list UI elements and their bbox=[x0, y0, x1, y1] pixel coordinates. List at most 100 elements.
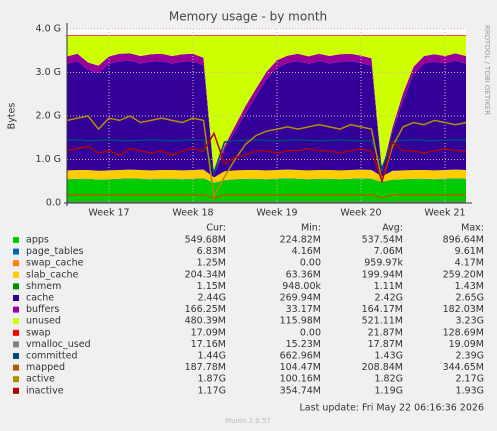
y-tick-label: 3.0 G bbox=[36, 67, 62, 78]
legend-stat: 4.17M bbox=[455, 258, 484, 269]
legend-swatch bbox=[13, 387, 19, 394]
legend-stat: 2.44G bbox=[197, 293, 226, 304]
legend-stat: 549.68M bbox=[185, 235, 226, 246]
line bbox=[66, 131, 466, 184]
area bbox=[67, 36, 466, 174]
legend-stat: 1.19G bbox=[374, 385, 403, 396]
y-tick-label: 4.0 G bbox=[36, 24, 62, 35]
legend-stat: 4.16M bbox=[292, 246, 321, 257]
x-tick-label: Week 21 bbox=[424, 208, 465, 219]
area bbox=[67, 178, 466, 183]
legend-stat: 164.17M bbox=[362, 304, 403, 315]
legend-label: cache bbox=[26, 293, 54, 304]
legend-stat: 1.25M bbox=[197, 258, 226, 269]
legend-stat: 224.82M bbox=[280, 235, 321, 246]
y-tick-label: 0.0 bbox=[46, 198, 61, 209]
legend-stat: 1.82G bbox=[374, 374, 403, 385]
legend-stat: 1.43M bbox=[455, 281, 484, 292]
legend-label: buffers bbox=[26, 304, 59, 315]
legend-stat: 0.00 bbox=[300, 258, 321, 269]
legend-stat: 1.44G bbox=[197, 351, 226, 362]
legend-label: committed bbox=[26, 351, 78, 362]
legend-swatch bbox=[13, 306, 19, 313]
legend-stat: 1.17G bbox=[197, 385, 226, 396]
area bbox=[67, 53, 466, 176]
line bbox=[66, 115, 467, 199]
legend-stat: 100.16M bbox=[280, 374, 321, 385]
legend-label: swap bbox=[26, 327, 51, 338]
legend-stat: 1.87G bbox=[197, 374, 226, 385]
legend-stat: 537.54M bbox=[362, 235, 403, 246]
line bbox=[66, 139, 467, 175]
x-tick-label: Week 17 bbox=[88, 208, 129, 219]
legend-stat: 2.39G bbox=[455, 351, 484, 362]
side-label: RRDTOOL / TOBI OETIKER bbox=[483, 25, 491, 115]
legend-label: active bbox=[26, 374, 55, 385]
x-tick-label: Week 20 bbox=[340, 208, 381, 219]
y-tick-label: 1.0 G bbox=[36, 154, 62, 165]
legend-swatch bbox=[13, 271, 19, 278]
legend-stat: 17.09M bbox=[191, 327, 226, 338]
x-tick-label: Week 19 bbox=[256, 208, 297, 219]
legend-stat: 959.97k bbox=[364, 258, 403, 269]
legend-swatch bbox=[13, 295, 19, 301]
legend-stat: 1.43G bbox=[374, 351, 403, 362]
legend-header: Min: bbox=[301, 223, 321, 234]
legend-stat: 21.87M bbox=[368, 327, 403, 338]
legend-label: apps bbox=[26, 235, 49, 246]
legend-stat: 948.00k bbox=[282, 281, 321, 292]
legend-stat: 204.34M bbox=[185, 269, 226, 280]
legend-stat: 344.65M bbox=[443, 362, 484, 373]
legend-stat: 480.39M bbox=[185, 316, 226, 327]
legend-stat: 7.06M bbox=[374, 246, 403, 257]
legend-stat: 128.69M bbox=[443, 327, 484, 338]
legend-stat: 3.23G bbox=[455, 316, 484, 327]
legend-stat: 354.74M bbox=[280, 385, 321, 396]
area bbox=[67, 35, 466, 36]
legend-swatch bbox=[13, 353, 19, 359]
legend-stat: 104.47M bbox=[280, 362, 321, 373]
legend-stat: 17.87M bbox=[368, 339, 403, 350]
legend-swatch bbox=[13, 318, 19, 325]
legend-stat: 19.09M bbox=[449, 339, 484, 350]
legend-label: swap_cache bbox=[26, 258, 84, 269]
legend-label: unused bbox=[26, 316, 61, 327]
legend-swatch bbox=[13, 341, 19, 348]
legend-stat: 115.98M bbox=[280, 316, 321, 327]
legend-label: mapped bbox=[26, 362, 65, 373]
legend-stat: 63.36M bbox=[286, 269, 321, 280]
legend-swatch bbox=[13, 376, 19, 383]
legend-stat: 2.42G bbox=[374, 293, 403, 304]
legend-label: shmem bbox=[26, 281, 61, 292]
area bbox=[67, 178, 466, 203]
last-update: Last update: Fri May 22 06:16:36 2026 bbox=[300, 403, 484, 414]
legend-swatch bbox=[13, 237, 19, 243]
legend-swatch bbox=[13, 364, 19, 371]
y-axis-label: Bytes bbox=[7, 103, 18, 130]
legend-stat: 1.93G bbox=[455, 385, 484, 396]
legend-label: page_tables bbox=[26, 246, 84, 257]
legend-header: Cur: bbox=[206, 223, 226, 234]
legend-stat: 182.03M bbox=[443, 304, 484, 315]
legend-stat: 259.20M bbox=[443, 269, 484, 280]
legend-stat: 521.11M bbox=[362, 316, 403, 327]
legend-swatch bbox=[13, 329, 19, 336]
legend-stat: 33.17M bbox=[286, 304, 321, 315]
legend-stat: 9.61M bbox=[455, 246, 484, 257]
x-tick-label: Week 18 bbox=[172, 208, 213, 219]
legend-stat: 1.15M bbox=[197, 281, 226, 292]
legend-swatch bbox=[13, 283, 19, 290]
chart-title: Memory usage - by month bbox=[169, 10, 327, 24]
legend-stat: 199.94M bbox=[362, 269, 403, 280]
legend-label: slab_cache bbox=[26, 269, 78, 280]
legend-stat: 166.25M bbox=[185, 304, 226, 315]
y-tick-label: 2.0 G bbox=[36, 111, 62, 122]
legend-label: inactive bbox=[26, 385, 64, 396]
version: Munin 2.0.57 bbox=[225, 417, 271, 425]
legend-swatch bbox=[13, 260, 19, 267]
legend-stat: 269.94M bbox=[280, 293, 321, 304]
legend-header: Max: bbox=[461, 223, 484, 234]
legend-stat: 662.96M bbox=[280, 351, 321, 362]
legend-swatch bbox=[13, 248, 19, 255]
